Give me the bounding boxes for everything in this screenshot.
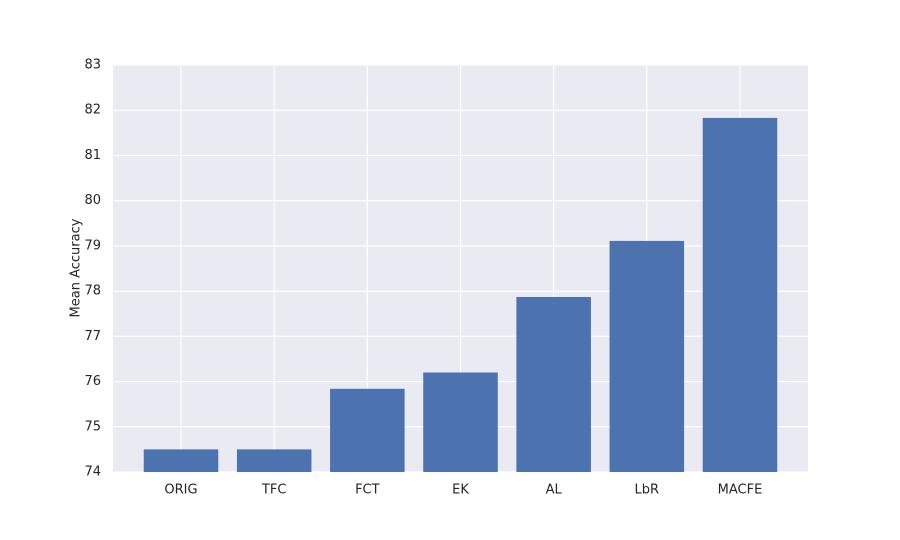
x-tick-label: ORIG — [164, 483, 197, 498]
y-tick-label: 80 — [84, 193, 101, 208]
bar — [330, 388, 405, 472]
x-tick-label: AL — [546, 483, 563, 498]
y-tick-label: 82 — [84, 103, 101, 118]
y-tick-label: 75 — [84, 419, 101, 434]
y-tick-label: 81 — [84, 148, 101, 163]
y-tick-label: 74 — [84, 465, 101, 480]
x-tick-label: LbR — [635, 483, 660, 498]
y-tick-label: 78 — [84, 284, 101, 299]
bar — [702, 117, 778, 472]
y-tick-label: 76 — [84, 374, 101, 389]
bar — [516, 296, 591, 472]
bar — [423, 372, 498, 472]
y-tick-label: 79 — [84, 238, 101, 253]
bar — [143, 449, 219, 472]
y-tick-label: 83 — [84, 58, 101, 73]
bar — [236, 449, 312, 472]
bar — [609, 240, 685, 472]
x-tick-label: MACFE — [718, 483, 763, 498]
x-tick-label: FCT — [355, 483, 380, 498]
x-tick-label: TFC — [261, 483, 287, 498]
y-axis-label: Mean Accuracy — [69, 218, 84, 317]
x-tick-label: EK — [452, 483, 469, 498]
y-tick-label: 77 — [84, 329, 101, 344]
